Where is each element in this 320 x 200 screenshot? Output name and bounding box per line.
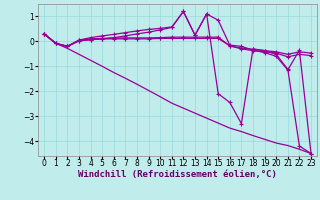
X-axis label: Windchill (Refroidissement éolien,°C): Windchill (Refroidissement éolien,°C) bbox=[78, 170, 277, 179]
